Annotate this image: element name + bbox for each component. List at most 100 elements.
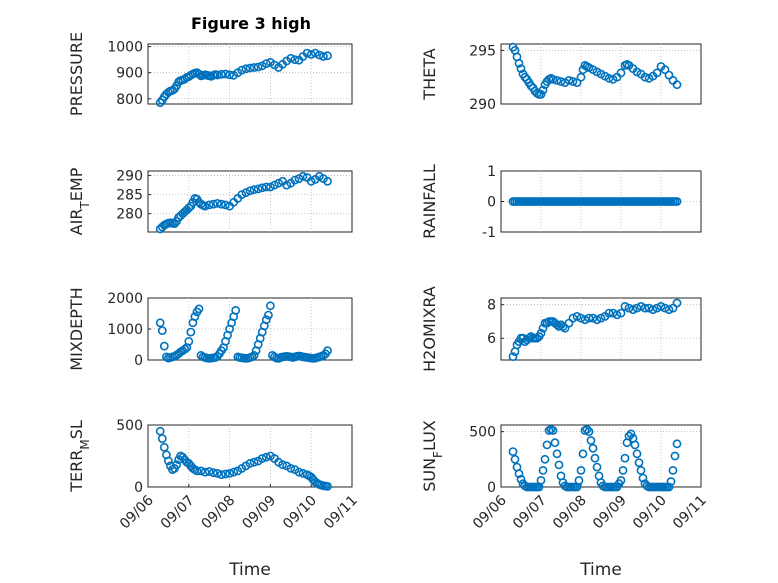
- data-point: [253, 62, 263, 72]
- subplot-7: 0 500 09/06 09/07 09/08 09/09 09/10 09/11 TERRMS…: [67, 418, 361, 580]
- data-point: [294, 467, 304, 477]
- data-point: [261, 315, 271, 325]
- data-point: [170, 219, 179, 228]
- data-point: [672, 197, 682, 206]
- y-tick-label: 500: [116, 418, 143, 434]
- data-point: [636, 301, 646, 311]
- data-point: [157, 326, 167, 335]
- y-tick-label: 1000: [107, 40, 143, 56]
- data-point: [216, 199, 226, 209]
- y-tick-label: 900: [116, 66, 143, 82]
- x-tick-label: 09/06: [117, 492, 157, 532]
- x-tick-label: 09/11: [321, 493, 361, 533]
- data-point: [261, 182, 271, 192]
- data-point: [550, 438, 560, 448]
- y-tick-label: 1: [487, 164, 496, 180]
- data-point: [286, 463, 296, 473]
- data-point: [241, 188, 251, 198]
- y-axis-label: H2OMIXRA: [420, 286, 439, 372]
- data-point: [204, 467, 214, 476]
- data-point: [323, 51, 332, 61]
- data-point: [636, 465, 646, 475]
- data-point: [620, 301, 630, 311]
- data-point: [265, 301, 275, 311]
- data-point: [323, 481, 332, 491]
- y-tick-label: 280: [116, 207, 143, 223]
- data-point: [237, 65, 247, 75]
- subplot-2: 290 295 THETA: [420, 42, 702, 113]
- data-point: [508, 447, 518, 456]
- y-tick-label: 0: [487, 195, 496, 211]
- subplot-8: 0 500 09/06 09/07 09/08 09/09 09/10 09/11 SUNFLU…: [420, 420, 710, 580]
- data-point: [638, 473, 648, 483]
- y-tick-label: 290: [116, 169, 143, 185]
- data-point: [184, 336, 194, 346]
- data-point: [664, 305, 674, 315]
- axes-frame: [147, 424, 353, 488]
- data-point: [510, 454, 520, 464]
- x-tick-label: 09/07: [158, 493, 198, 533]
- data-point: [257, 183, 267, 193]
- data-point: [538, 465, 548, 475]
- y-tick-label: 1000: [107, 322, 143, 338]
- data-point: [604, 73, 614, 83]
- x-tick-label: 09/10: [630, 493, 670, 533]
- data-point: [270, 180, 279, 190]
- data-point: [225, 468, 234, 478]
- data-point: [194, 304, 204, 314]
- y-axis-label: THETA: [420, 48, 439, 100]
- y-tick-label: 800: [116, 92, 143, 108]
- data-point: [592, 462, 602, 472]
- data-point: [656, 301, 666, 311]
- x-tick-label: 09/09: [590, 493, 630, 533]
- data-point: [286, 53, 296, 63]
- y-tick-label: 0: [134, 480, 143, 496]
- data-point: [212, 70, 222, 80]
- data-point: [576, 465, 586, 475]
- data-point: [159, 442, 169, 452]
- data-point: [216, 470, 226, 479]
- y-tick-label: 500: [469, 425, 496, 441]
- y-tick-label: 285: [116, 188, 143, 204]
- y-tick-label: 295: [469, 43, 496, 59]
- data-point: [257, 454, 267, 463]
- y-axis-label: MIXDEPTH: [67, 287, 86, 370]
- data-point: [634, 458, 644, 467]
- data-point: [229, 467, 239, 477]
- data-point: [548, 426, 558, 435]
- subplot-1: 800 900 1000 PRESSURE: [67, 32, 353, 116]
- data-point: [204, 200, 214, 210]
- data-point: [588, 443, 598, 453]
- data-point: [278, 460, 287, 470]
- data-point: [200, 201, 210, 211]
- data-point: [666, 477, 676, 486]
- axes-frame: [147, 43, 353, 105]
- data-point: [564, 76, 574, 85]
- data-point: [548, 75, 558, 84]
- data-point: [265, 182, 275, 192]
- data-point: [263, 310, 273, 320]
- y-tick-label: 290: [469, 97, 496, 113]
- data-point: [670, 451, 680, 461]
- subplot-5: 0 1000 2000 MIXDEPTH: [67, 287, 353, 371]
- data-point: [314, 50, 324, 60]
- x-tick-label: 09/06: [470, 492, 510, 532]
- data-point: [302, 48, 312, 58]
- data-point: [306, 50, 316, 59]
- data-point: [249, 63, 259, 72]
- data-point: [582, 424, 592, 434]
- data-point: [192, 466, 202, 476]
- data-point: [640, 303, 650, 313]
- data-point: [310, 48, 320, 58]
- data-point: [200, 467, 210, 477]
- data-point: [612, 310, 622, 320]
- axes-frame: [500, 43, 702, 105]
- data-point: [568, 77, 578, 86]
- data-point: [290, 55, 300, 65]
- data-point: [536, 475, 546, 485]
- x-tick-label: 09/07: [510, 493, 550, 533]
- data-point: [249, 350, 259, 360]
- data-point: [590, 453, 600, 463]
